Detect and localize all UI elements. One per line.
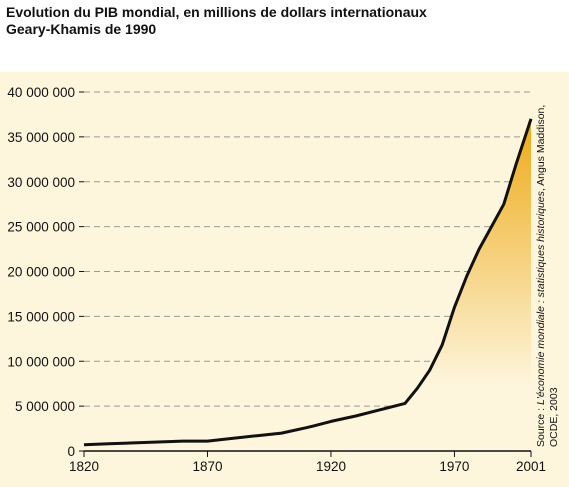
x-axis-ticks: 1820 1870 1920 1970 2001 <box>69 451 546 474</box>
y-tick-label: 0 <box>67 444 75 459</box>
source-publisher: OCDE, 2003 <box>548 387 560 447</box>
source-title: L'économie mondiale : statistiques histo… <box>535 190 547 405</box>
y-axis-ticks: 0 5 000 000 10 000 000 15 000 000 20 000 000… <box>7 85 84 459</box>
x-tick-label: 2001 <box>516 459 546 474</box>
y-tick-label: 20 000 000 <box>7 265 75 280</box>
source-author: , Angus Maddison, <box>535 105 547 191</box>
y-tick-label: 35 000 000 <box>7 130 75 145</box>
y-tick-label: 40 000 000 <box>7 85 75 100</box>
y-tick-label: 15 000 000 <box>7 309 75 324</box>
x-tick-label: 1820 <box>69 459 99 474</box>
source-prefix: Source : <box>535 405 547 447</box>
x-tick-label: 1870 <box>192 459 222 474</box>
chart-title-line-2: Geary-Khamis de 1990 <box>6 21 157 37</box>
x-tick-label: 1920 <box>316 459 346 474</box>
gdp-area-fill <box>84 118 531 452</box>
gridlines <box>84 91 531 407</box>
chart-title-line-1: Evolution du PIB mondial, en millions de… <box>6 4 427 20</box>
chart-title: Evolution du PIB mondial, en millions de… <box>6 4 561 38</box>
y-tick-label: 10 000 000 <box>7 354 75 369</box>
y-tick-label: 5 000 000 <box>15 399 75 414</box>
y-tick-label: 30 000 000 <box>7 175 75 190</box>
y-tick-label: 25 000 000 <box>7 220 75 235</box>
source-note: Source : L'économie mondiale : statistiq… <box>535 102 560 447</box>
gdp-series-line <box>83 118 533 447</box>
x-tick-label: 1970 <box>439 459 469 474</box>
